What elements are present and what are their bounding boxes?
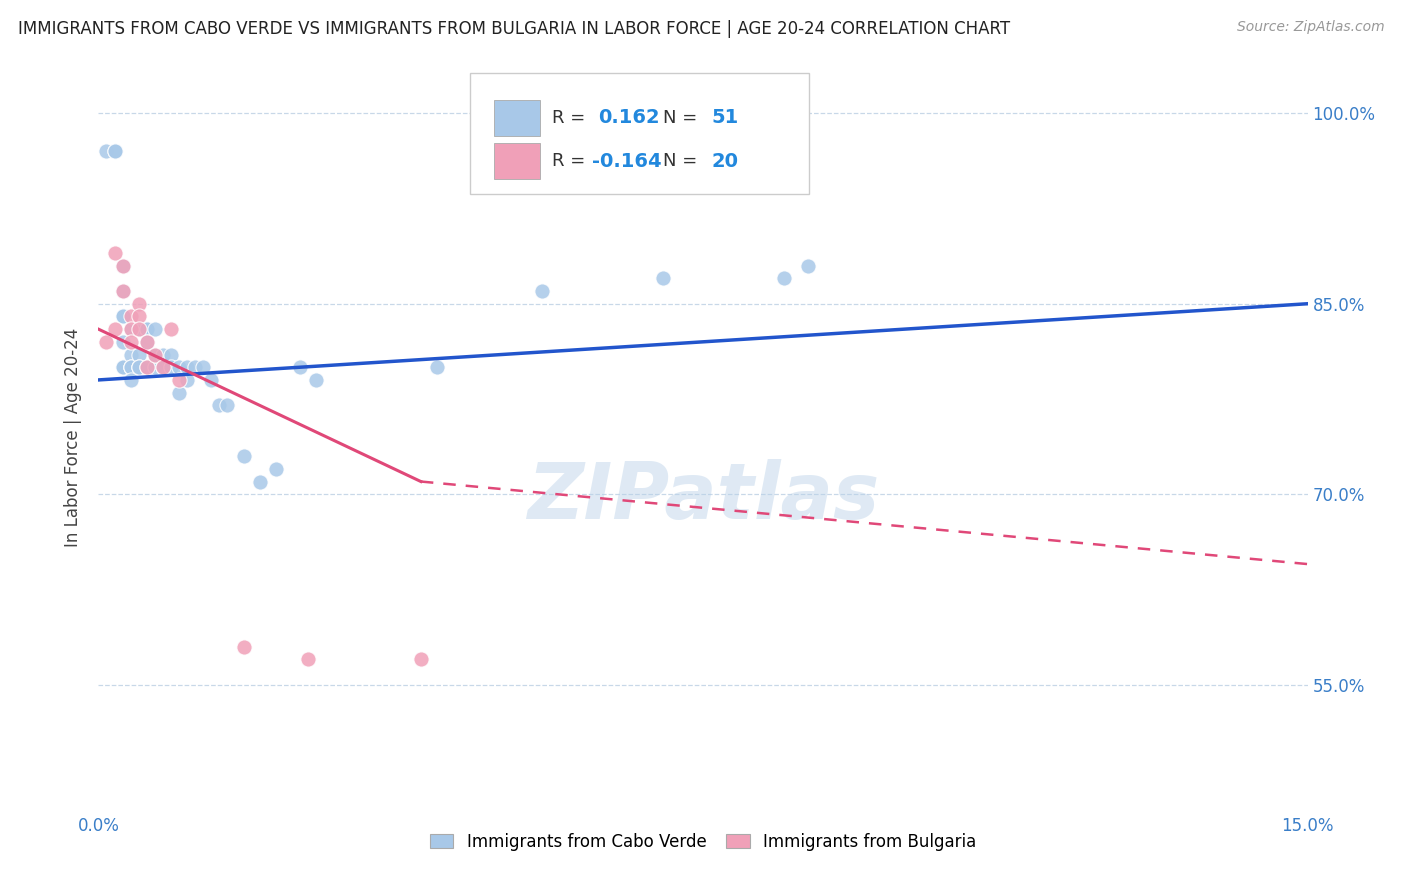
Point — [143, 347, 166, 361]
Point — [120, 322, 142, 336]
Point — [167, 360, 190, 375]
Point — [288, 360, 311, 375]
Point — [217, 398, 239, 412]
Point — [530, 284, 553, 298]
Point — [232, 640, 254, 654]
Point — [103, 145, 125, 159]
Point — [128, 360, 150, 375]
Point — [128, 322, 150, 336]
Point — [152, 360, 174, 375]
Point — [232, 449, 254, 463]
Point — [120, 310, 142, 324]
Point — [111, 360, 134, 375]
Point — [143, 347, 166, 361]
Text: N =: N = — [664, 153, 703, 170]
Y-axis label: In Labor Force | Age 20-24: In Labor Force | Age 20-24 — [65, 327, 83, 547]
Text: 0.162: 0.162 — [598, 109, 659, 128]
Point — [160, 347, 183, 361]
Text: Source: ZipAtlas.com: Source: ZipAtlas.com — [1237, 20, 1385, 34]
Text: R =: R = — [551, 153, 591, 170]
Point — [167, 373, 190, 387]
Point — [208, 398, 231, 412]
Point — [249, 475, 271, 489]
Point — [103, 246, 125, 260]
Point — [772, 271, 794, 285]
Point — [120, 322, 142, 336]
Point — [297, 652, 319, 666]
Point — [111, 334, 134, 349]
Point — [128, 297, 150, 311]
Point — [152, 360, 174, 375]
Point — [426, 360, 449, 375]
Point — [200, 373, 222, 387]
Point — [160, 360, 183, 375]
Point — [176, 360, 198, 375]
Point — [651, 271, 673, 285]
Point — [152, 347, 174, 361]
FancyBboxPatch shape — [494, 144, 540, 179]
Point — [111, 310, 134, 324]
Point — [111, 360, 134, 375]
FancyBboxPatch shape — [494, 100, 540, 136]
Point — [193, 360, 215, 375]
Point — [103, 145, 125, 159]
Point — [111, 259, 134, 273]
Point — [128, 360, 150, 375]
Point — [120, 334, 142, 349]
Point — [143, 360, 166, 375]
Point — [128, 310, 150, 324]
Text: R =: R = — [551, 109, 591, 127]
Legend: Immigrants from Cabo Verde, Immigrants from Bulgaria: Immigrants from Cabo Verde, Immigrants f… — [423, 826, 983, 857]
Point — [120, 373, 142, 387]
Point — [184, 360, 207, 375]
Point — [96, 334, 118, 349]
Point — [305, 373, 328, 387]
Point — [120, 360, 142, 375]
Point — [135, 334, 157, 349]
Point — [409, 652, 432, 666]
Point — [120, 360, 142, 375]
Point — [111, 284, 134, 298]
Point — [128, 322, 150, 336]
FancyBboxPatch shape — [470, 73, 810, 194]
Point — [135, 334, 157, 349]
Text: ZIPatlas: ZIPatlas — [527, 459, 879, 535]
Point — [103, 322, 125, 336]
Text: N =: N = — [664, 109, 703, 127]
Point — [176, 373, 198, 387]
Point — [111, 259, 134, 273]
Point — [135, 360, 157, 375]
Point — [135, 322, 157, 336]
Text: IMMIGRANTS FROM CABO VERDE VS IMMIGRANTS FROM BULGARIA IN LABOR FORCE | AGE 20-2: IMMIGRANTS FROM CABO VERDE VS IMMIGRANTS… — [18, 20, 1011, 37]
Point — [96, 145, 118, 159]
Point — [135, 360, 157, 375]
Point — [167, 385, 190, 400]
Point — [143, 322, 166, 336]
Text: 51: 51 — [711, 109, 738, 128]
Point — [135, 322, 157, 336]
Text: -0.164: -0.164 — [592, 152, 661, 171]
Point — [111, 310, 134, 324]
Point — [120, 347, 142, 361]
Point — [797, 259, 820, 273]
Point — [160, 322, 183, 336]
Point — [128, 360, 150, 375]
Point — [111, 284, 134, 298]
Point — [128, 347, 150, 361]
Text: 20: 20 — [711, 152, 738, 171]
Point — [264, 462, 287, 476]
Point — [120, 360, 142, 375]
